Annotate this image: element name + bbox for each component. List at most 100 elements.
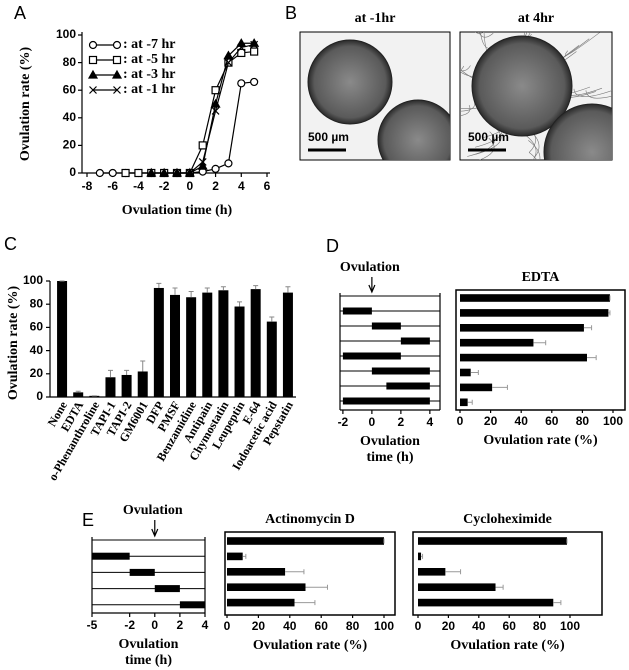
legend-marker — [89, 86, 97, 94]
legend-marker — [88, 40, 98, 50]
bar — [266, 321, 277, 397]
error-bar — [495, 584, 504, 590]
bar — [418, 568, 446, 576]
treatment-bar — [342, 307, 372, 315]
x-tick-label: 4 — [202, 618, 209, 632]
bar — [460, 324, 584, 332]
error-bar — [294, 600, 316, 606]
micrograph — [459, 31, 613, 161]
x-tick-label: -4 — [133, 179, 144, 193]
marker — [121, 168, 130, 178]
chart-title: Cycloheximide — [463, 512, 552, 527]
error-bar — [124, 369, 130, 375]
x-tick-label: 0 — [415, 619, 422, 633]
error-bar — [553, 600, 562, 606]
bar — [227, 598, 295, 607]
ovulation-arrow — [151, 520, 159, 538]
y-tick-label: 0 — [69, 165, 76, 179]
error-bar — [269, 316, 275, 322]
x-tick-label: -8 — [82, 179, 93, 193]
x-tick-label: 80 — [346, 619, 360, 633]
x-tick-label: 100 — [560, 619, 580, 633]
egg — [471, 35, 573, 137]
x-tick-label: 2 — [177, 618, 184, 632]
cumulus-fiber — [467, 131, 495, 157]
cumulus-fiber — [478, 32, 494, 38]
marker — [250, 47, 259, 56]
error-bar — [253, 285, 259, 290]
cumulus-fiber — [475, 128, 502, 155]
treatment-bar — [92, 552, 130, 560]
x-tick-label: 100 — [603, 414, 623, 428]
error-bar — [156, 282, 162, 288]
error-bar — [470, 370, 479, 375]
panel-label: A — [14, 3, 26, 23]
egg — [307, 39, 393, 125]
treatment-bar — [386, 382, 430, 390]
marker — [108, 168, 117, 178]
treatment-bar — [342, 397, 430, 405]
legend-marker — [88, 55, 98, 65]
x-tick-label: 40 — [515, 414, 529, 428]
series-line — [177, 44, 255, 174]
marker — [224, 159, 233, 168]
micrograph — [299, 31, 451, 161]
panel-label: D — [326, 236, 339, 256]
bar — [460, 383, 493, 392]
error-bar — [421, 553, 424, 559]
y-tick-label: 100 — [23, 273, 43, 287]
marker — [236, 38, 247, 47]
legend-marker — [112, 40, 122, 50]
eggs — [460, 32, 612, 160]
x-tick-label: 60 — [315, 619, 329, 633]
y-tick-label: 80 — [30, 296, 44, 310]
treatment-bar — [129, 568, 155, 576]
bar — [227, 568, 286, 576]
x-tick-label: 4 — [427, 415, 434, 429]
error-bar — [608, 310, 611, 316]
error-bar — [220, 286, 226, 291]
cumulus-fiber — [460, 65, 465, 71]
x-tick-label: 4 — [238, 179, 245, 193]
y-tick-label: 80 — [63, 55, 77, 69]
bar — [169, 294, 181, 397]
y-tick-label: 60 — [30, 320, 44, 334]
marker — [95, 168, 104, 178]
marker — [250, 40, 259, 49]
marker — [224, 58, 233, 67]
error-bar — [107, 369, 113, 378]
bar — [121, 374, 132, 397]
bar — [418, 537, 567, 545]
annotation: Ovulation — [340, 260, 400, 275]
marker — [223, 50, 234, 60]
x-axis-label: Ovulation rate (%) — [450, 638, 565, 653]
error-bar — [75, 390, 81, 393]
bar — [418, 598, 554, 607]
error-bar — [285, 569, 305, 575]
bar — [227, 537, 384, 545]
cumulus-fiber — [460, 104, 471, 116]
bar — [227, 583, 306, 591]
image-title: at 4hr — [518, 11, 554, 26]
error-bar — [242, 553, 247, 559]
cumulus-fiber — [585, 90, 612, 99]
chart-title: Actinomycin D — [265, 512, 355, 527]
treatment-bar — [400, 337, 430, 345]
cumulus-fiber — [564, 32, 600, 56]
marker — [237, 79, 246, 88]
x-tick-label: -2 — [338, 415, 349, 429]
marker — [198, 141, 207, 150]
x-tick-label: 6 — [264, 179, 271, 193]
bar — [282, 292, 293, 397]
chart-title: EDTA — [522, 270, 561, 285]
bar — [202, 292, 213, 397]
marker — [211, 106, 220, 115]
bar — [460, 353, 587, 362]
marker — [237, 43, 246, 52]
bar — [460, 294, 610, 302]
marker — [197, 160, 208, 170]
bar — [250, 289, 261, 397]
bar — [186, 297, 197, 397]
y-tick-label: 100 — [56, 27, 76, 41]
